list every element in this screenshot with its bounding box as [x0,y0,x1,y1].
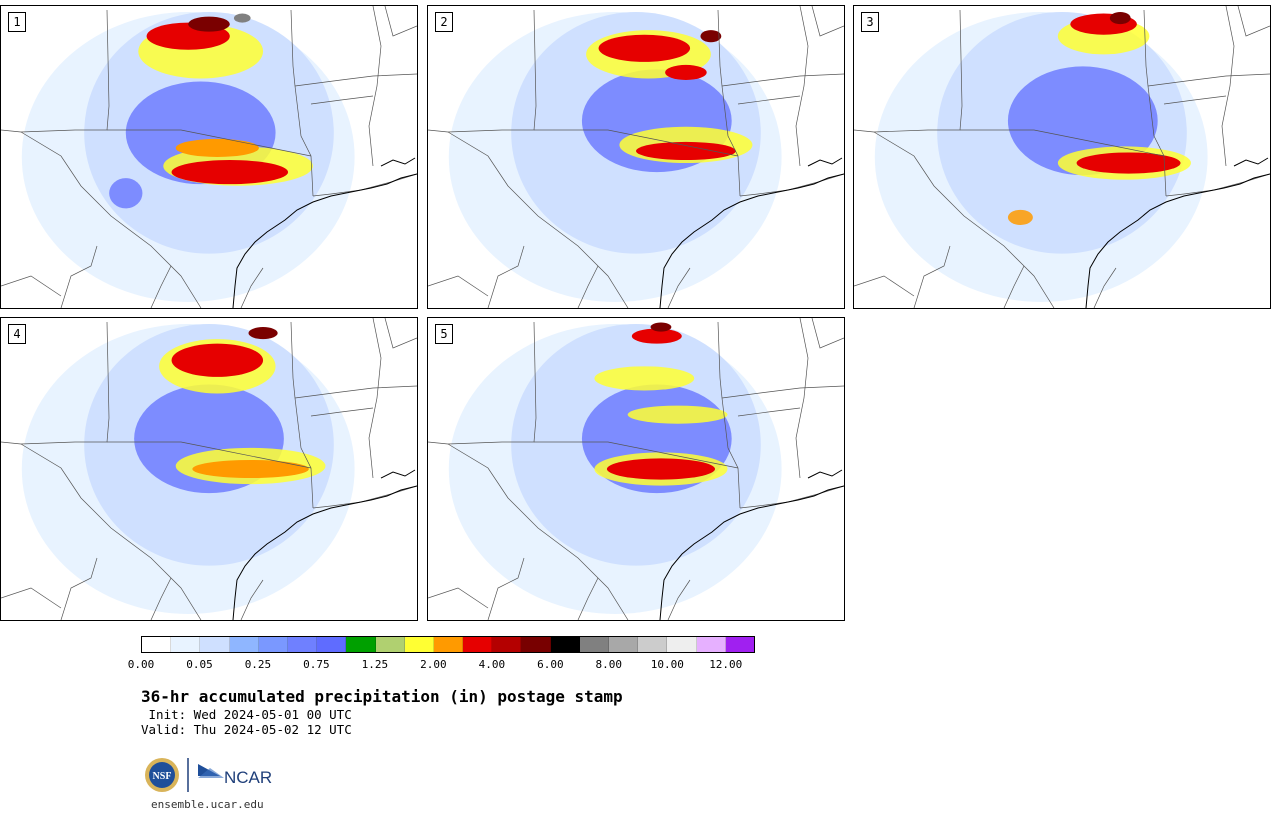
ensemble-member-panel-4: 4 [0,317,418,621]
colorbar-swatch [375,637,405,652]
gulf-coastline [232,485,417,620]
precip-area [594,366,695,391]
member-number-badge: 2 [435,12,453,32]
coastline [1233,157,1269,167]
precip-colorbar [141,636,755,653]
state-borders [1,318,417,620]
coastline [807,469,843,479]
precip-core [188,16,230,32]
colorbar-tick-label: 0.75 [303,658,330,671]
precip-map-5 [428,318,844,620]
colorbar-swatch [229,637,259,652]
colorbar-swatch [667,637,697,652]
colorbar-tick-label: 12.00 [709,658,743,671]
precip-map-4 [1,318,417,620]
colorbar-swatch [258,637,288,652]
ensemble-member-panel-5: 5 [427,317,845,621]
precip-core [700,30,722,43]
colorbar-swatch [550,637,580,652]
coastline [380,157,416,167]
precip-area [627,405,728,424]
ensemble-member-panel-3: 3 [853,5,1271,309]
colorbar-swatch [200,637,230,652]
precip-core [1109,12,1131,25]
colorbar-swatch [433,637,464,652]
gulf-coastline [659,173,844,308]
state-borders [428,318,844,620]
colorbar-swatch [317,637,347,652]
colorbar-tick-label: 2.00 [420,658,447,671]
member-number-badge: 3 [861,12,879,32]
colorbar-tick-label: 8.00 [595,658,623,671]
colorbar-tick-label: 0.25 [244,658,272,671]
colorbar-swatch [638,637,668,652]
colorbar-tick-labels: 0.00 0.05 0.25 0.75 1.25 2.00 4.00 6.00 8.00 10.0… [128,658,755,672]
coastline [807,157,843,167]
colorbar-tick-label: 10.00 [650,658,684,671]
colorbar-swatch [579,637,609,652]
state-borders [854,6,1270,308]
colorbar-swatch [696,637,726,652]
gulf-coastline [232,173,417,308]
product-title: 36-hr accumulated precipitation (in) pos… [141,687,623,706]
colorbar-swatch [171,637,201,652]
precip-core [631,328,682,344]
precip-core [598,34,691,62]
nsf-ncar-logo: NSF NCAR [144,756,274,794]
member-number-badge: 1 [8,12,26,32]
precip-area [1007,209,1033,225]
precip-core [233,13,251,23]
colorbar-swatch [404,637,434,652]
precip-core [171,343,264,377]
member-number-badge: 5 [435,324,453,344]
gulf-coastline [1085,173,1270,308]
colorbar-tick-label: 6.00 [537,658,564,671]
precip-core [606,458,716,480]
precip-core [636,141,736,161]
precip-core [248,327,278,340]
coastline [380,469,416,479]
colorbar-swatch [725,637,754,652]
colorbar-tick-label: 1.25 [361,658,389,671]
colorbar-tick-label: 4.00 [478,658,506,671]
ncar-logo-text: NCAR [224,768,272,787]
colorbar-swatch [609,637,639,652]
ensemble-member-panel-1: 1 [0,5,418,309]
nsf-logo-text: NSF [153,771,172,782]
precip-core [192,459,309,479]
precip-area [109,178,143,209]
member-number-badge: 4 [8,324,26,344]
precip-map-1 [1,6,417,308]
colorbar-swatch [463,637,493,652]
precip-core [175,138,259,157]
colorbar-swatch [521,637,551,652]
colorbar-swatch [492,637,522,652]
valid-time: Valid: Thu 2024-05-02 12 UTC [141,722,352,737]
precip-map-3 [854,6,1270,308]
colorbar-swatch [287,637,318,652]
colorbar-tick-label: 0.00 [127,658,155,671]
precip-core [171,160,289,185]
website-url: ensemble.ucar.edu [151,798,264,811]
precip-map-2 [428,6,844,308]
colorbar-swatch [142,637,172,652]
ensemble-member-panel-2: 2 [427,5,845,309]
init-time: Init: Wed 2024-05-01 00 UTC [141,707,352,722]
colorbar-tick-label: 0.05 [186,658,213,671]
precip-core [665,64,707,80]
precip-core [650,322,672,332]
gulf-coastline [659,485,844,620]
precip-core [1076,152,1181,174]
colorbar-swatch [346,637,376,652]
